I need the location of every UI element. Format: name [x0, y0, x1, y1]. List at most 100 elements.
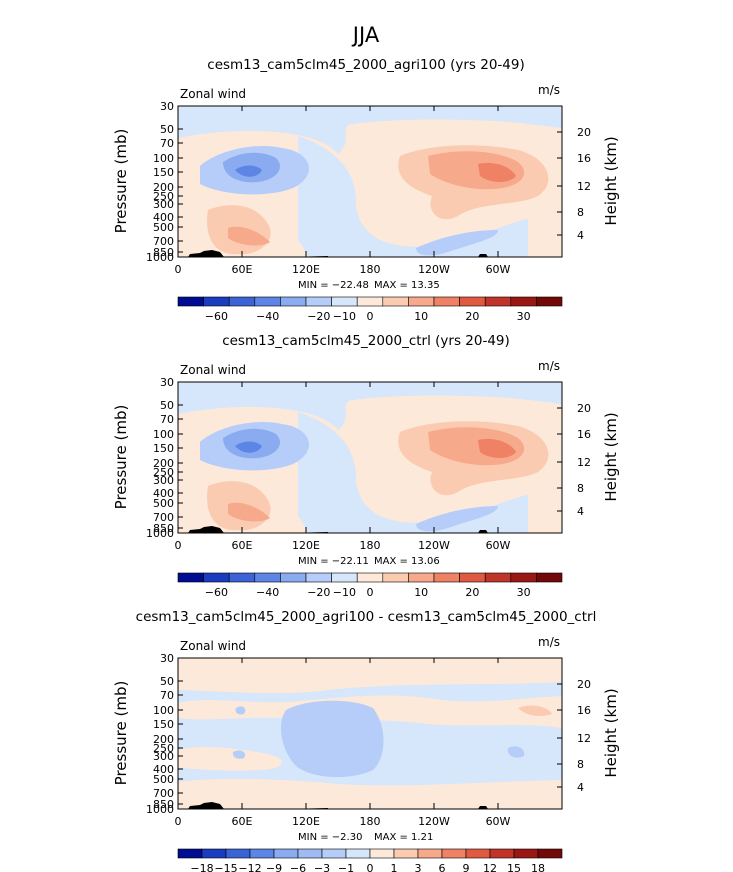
colorbar-cell	[177, 848, 203, 859]
colorbar-cell	[369, 848, 395, 859]
colorbar-cell	[459, 572, 486, 583]
colorbar-cell	[321, 848, 347, 859]
contour-region	[232, 750, 246, 759]
colorbar-cell	[459, 296, 486, 307]
y-tick-label: 850	[153, 798, 174, 811]
y2-axis-label: Height (km)	[602, 136, 620, 225]
colorbar-cell	[510, 572, 537, 583]
colorbar-label: −15	[214, 862, 237, 872]
topography	[478, 530, 488, 533]
colorbar-cell	[393, 848, 419, 859]
contour-region	[178, 382, 562, 430]
colorbar-label: 30	[517, 586, 531, 599]
y2-tick-label: 8	[577, 758, 584, 771]
colorbar-cell	[345, 848, 371, 859]
max-label: MAX = 13.06	[374, 556, 440, 567]
y-axis-label: Pressure (mb)	[112, 129, 130, 234]
colorbar-label: −10	[333, 310, 356, 323]
y2-tick-label: 4	[577, 229, 584, 242]
colorbar-label: 10	[414, 310, 428, 323]
colorbar-label: −10	[333, 586, 356, 599]
y-tick-label: 1000	[146, 527, 174, 540]
y-tick-label: 850	[153, 522, 174, 535]
y2-tick-label: 20	[577, 402, 591, 415]
colorbar-cell	[484, 572, 512, 583]
y-axis-label: Pressure (mb)	[112, 405, 130, 510]
y-tick-label: 850	[153, 246, 174, 259]
colorbar-cell	[331, 296, 358, 307]
y-tick-label: 150	[153, 718, 174, 731]
contour-region	[528, 212, 562, 257]
variable-label: Zonal wind	[180, 87, 246, 101]
chart-panel-2: cesm13_cam5clm45_2000_ctrl (yrs 20-49) Zo…	[112, 333, 620, 599]
colorbar-cell	[201, 848, 227, 859]
y2-axis-label: Height (km)	[602, 688, 620, 777]
y-tick-label: 300	[153, 750, 174, 763]
x-tick-label: 0	[175, 539, 182, 552]
x-tick-label: 120E	[292, 539, 320, 552]
colorbar-label: 20	[465, 310, 479, 323]
contour-region	[178, 106, 562, 154]
colorbar-cell	[228, 296, 256, 307]
colorbar-label: 9	[463, 862, 470, 872]
colorbar-label: 0	[367, 862, 374, 872]
colorbar-cell	[536, 296, 563, 307]
x-tick-label: 60E	[232, 539, 253, 552]
min-label: MIN = −2.30	[298, 832, 362, 843]
colorbar-label: 6	[439, 862, 446, 872]
contour-region	[416, 506, 498, 532]
y-tick-label: 500	[153, 773, 174, 786]
y2-tick-label: 8	[577, 482, 584, 495]
y2-tick-label: 12	[577, 180, 591, 193]
colorbar-label: 18	[531, 862, 545, 872]
y-tick-label: 200	[153, 733, 174, 746]
y2-tick-label: 16	[577, 152, 591, 165]
colorbar-cell	[273, 848, 299, 859]
x-tick-label: 120W	[418, 815, 450, 828]
colorbar-label: −60	[205, 310, 228, 323]
contour-region	[178, 778, 562, 809]
y-tick-label: 200	[153, 181, 174, 194]
colorbar-label: −12	[238, 862, 261, 872]
min-label: MIN = −22.11	[298, 556, 369, 567]
colorbar-cell	[536, 572, 563, 583]
colorbar-cell	[356, 572, 384, 583]
y-axis-label: Pressure (mb)	[112, 681, 130, 786]
y-tick-label: 70	[160, 137, 174, 150]
y2-tick-label: 20	[577, 678, 591, 691]
figure-title: JJA	[351, 23, 380, 47]
colorbar-cell	[484, 296, 512, 307]
contour-region	[478, 438, 516, 458]
colorbar-label: −40	[256, 586, 279, 599]
contour-region	[235, 706, 246, 715]
y-tick-label: 30	[160, 376, 174, 389]
y2-tick-label: 8	[577, 206, 584, 219]
x-tick-label: 180	[360, 539, 381, 552]
colorbar-cell	[280, 296, 307, 307]
y-tick-label: 700	[153, 235, 174, 248]
chart-panel-3: cesm13_cam5clm45_2000_agri100 - cesm13_c…	[112, 609, 620, 872]
y-tick-label: 150	[153, 442, 174, 455]
colorbar-label: 10	[414, 586, 428, 599]
colorbar-cell	[177, 572, 204, 583]
min-label: MIN = −22.48	[298, 280, 369, 291]
topography	[478, 254, 488, 257]
colorbar-label: −18	[190, 862, 213, 872]
units-label: m/s	[538, 635, 560, 649]
colorbar-label: 3	[415, 862, 422, 872]
y-tick-label: 250	[153, 190, 174, 203]
colorbar-cell	[417, 848, 443, 859]
y-tick-label: 100	[153, 428, 174, 441]
x-tick-label: 120E	[292, 815, 320, 828]
y2-tick-label: 4	[577, 781, 584, 794]
y-tick-label: 400	[153, 487, 174, 500]
y-tick-label: 300	[153, 474, 174, 487]
colorbar-cell	[203, 296, 230, 307]
colorbar-cell	[305, 296, 332, 307]
topography	[188, 250, 224, 257]
colorbar-cell	[280, 572, 307, 583]
colorbar-cell	[489, 848, 515, 859]
colorbar-label: −60	[205, 586, 228, 599]
variable-label: Zonal wind	[180, 363, 246, 377]
max-label: MAX = 1.21	[374, 832, 433, 843]
